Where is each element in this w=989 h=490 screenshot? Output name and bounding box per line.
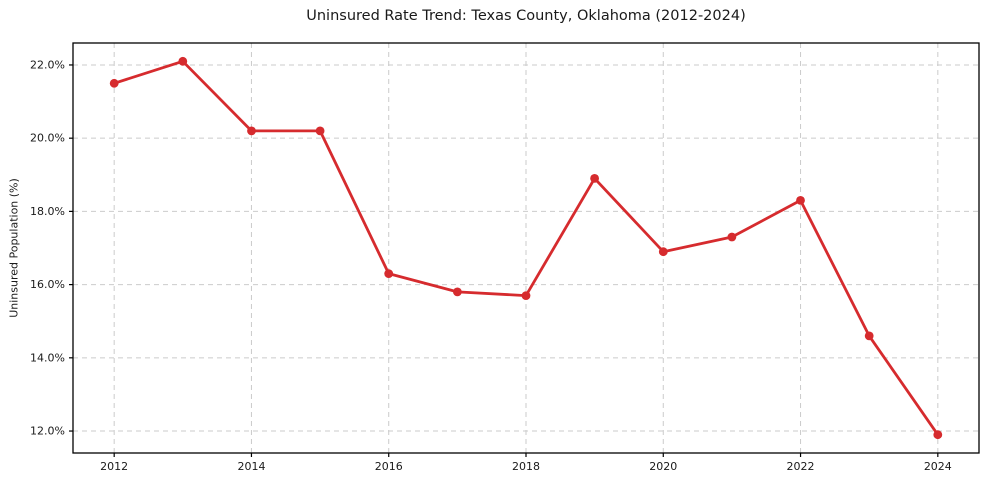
chart-title: Uninsured Rate Trend: Texas County, Okla… [306,8,746,24]
data-point-2015 [315,126,325,136]
x-tick-label-2022: 2022 [787,460,815,473]
data-point-2020 [658,247,668,257]
data-point-2024 [933,430,943,440]
data-point-2013 [178,56,188,66]
y-tick-label-22: 22.0% [30,58,65,71]
y-tick-label-20: 20.0% [30,132,65,145]
data-point-2018 [521,291,531,300]
x-tick-label-2020: 2020 [649,460,677,473]
data-point-2012 [109,78,119,88]
y-tick-label-12: 12.0% [30,425,65,438]
plot-border [72,42,980,454]
x-tick-label-2018: 2018 [512,460,540,473]
x-tick-label-2014: 2014 [237,460,265,473]
data-point-2019 [590,174,599,183]
y-tick-label-14: 14.0% [30,351,65,364]
y-tick-label-16: 16.0% [30,278,65,291]
x-tick-label-2016: 2016 [375,460,403,473]
x-tick-label-2024: 2024 [924,460,952,473]
data-point-2023 [864,331,874,341]
data-point-2017 [453,287,462,297]
x-tick-label-2012: 2012 [100,460,128,473]
data-point-2014 [247,126,256,136]
y-tick-label-18: 18.0% [30,205,65,218]
data-point-2022 [796,196,805,205]
data-point-2021 [727,232,737,242]
data-point-2016 [384,269,394,278]
